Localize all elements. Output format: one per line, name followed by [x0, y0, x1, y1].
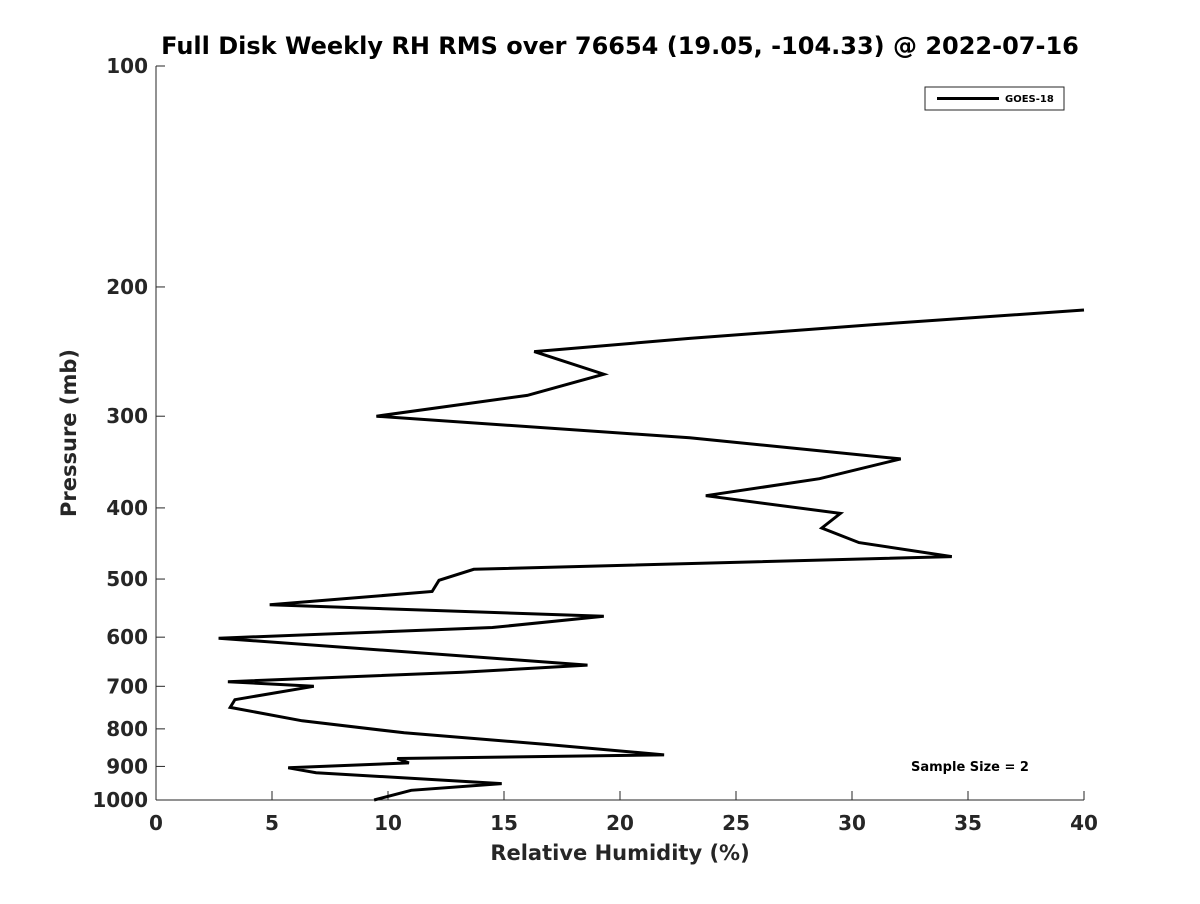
y-axis-label: Pressure (mb)	[57, 349, 81, 517]
x-tick-label: 25	[722, 811, 750, 835]
legend: GOES-18	[924, 86, 1065, 111]
y-axis-ticks: 100 200 300 400 500 600 700 800 900 1000	[92, 54, 165, 812]
y-tick-label: 200	[106, 275, 148, 299]
y-tick-label: 700	[106, 674, 148, 698]
y-tick-label: 800	[106, 717, 148, 741]
y-tick-label: 600	[106, 625, 148, 649]
y-tick-label: 900	[106, 754, 148, 778]
y-tick-label: 1000	[92, 788, 148, 812]
x-tick-label: 10	[374, 811, 402, 835]
x-axis-label: Relative Humidity (%)	[490, 841, 749, 865]
series-line	[218, 308, 1085, 802]
sample-size-annotation: Sample Size = 2	[911, 760, 1029, 775]
series-layer	[218, 308, 1085, 802]
y-tick-label: 500	[106, 567, 148, 591]
chart-title: Full Disk Weekly RH RMS over 76654 (19.0…	[161, 32, 1079, 60]
x-tick-label: 5	[265, 811, 279, 835]
y-tick-label: 100	[106, 54, 148, 78]
x-tick-label: 20	[606, 811, 634, 835]
x-tick-label: 35	[954, 811, 982, 835]
y-tick-label: 400	[106, 496, 148, 520]
y-tick-label: 300	[106, 404, 148, 428]
x-tick-label: 40	[1070, 811, 1098, 835]
x-tick-label: 30	[838, 811, 866, 835]
x-axis-ticks: 0 5 10 15 20 25 30 35 40	[149, 791, 1098, 835]
x-tick-label: 15	[490, 811, 518, 835]
legend-label: GOES-18	[1005, 94, 1054, 105]
x-tick-label: 0	[149, 811, 163, 835]
